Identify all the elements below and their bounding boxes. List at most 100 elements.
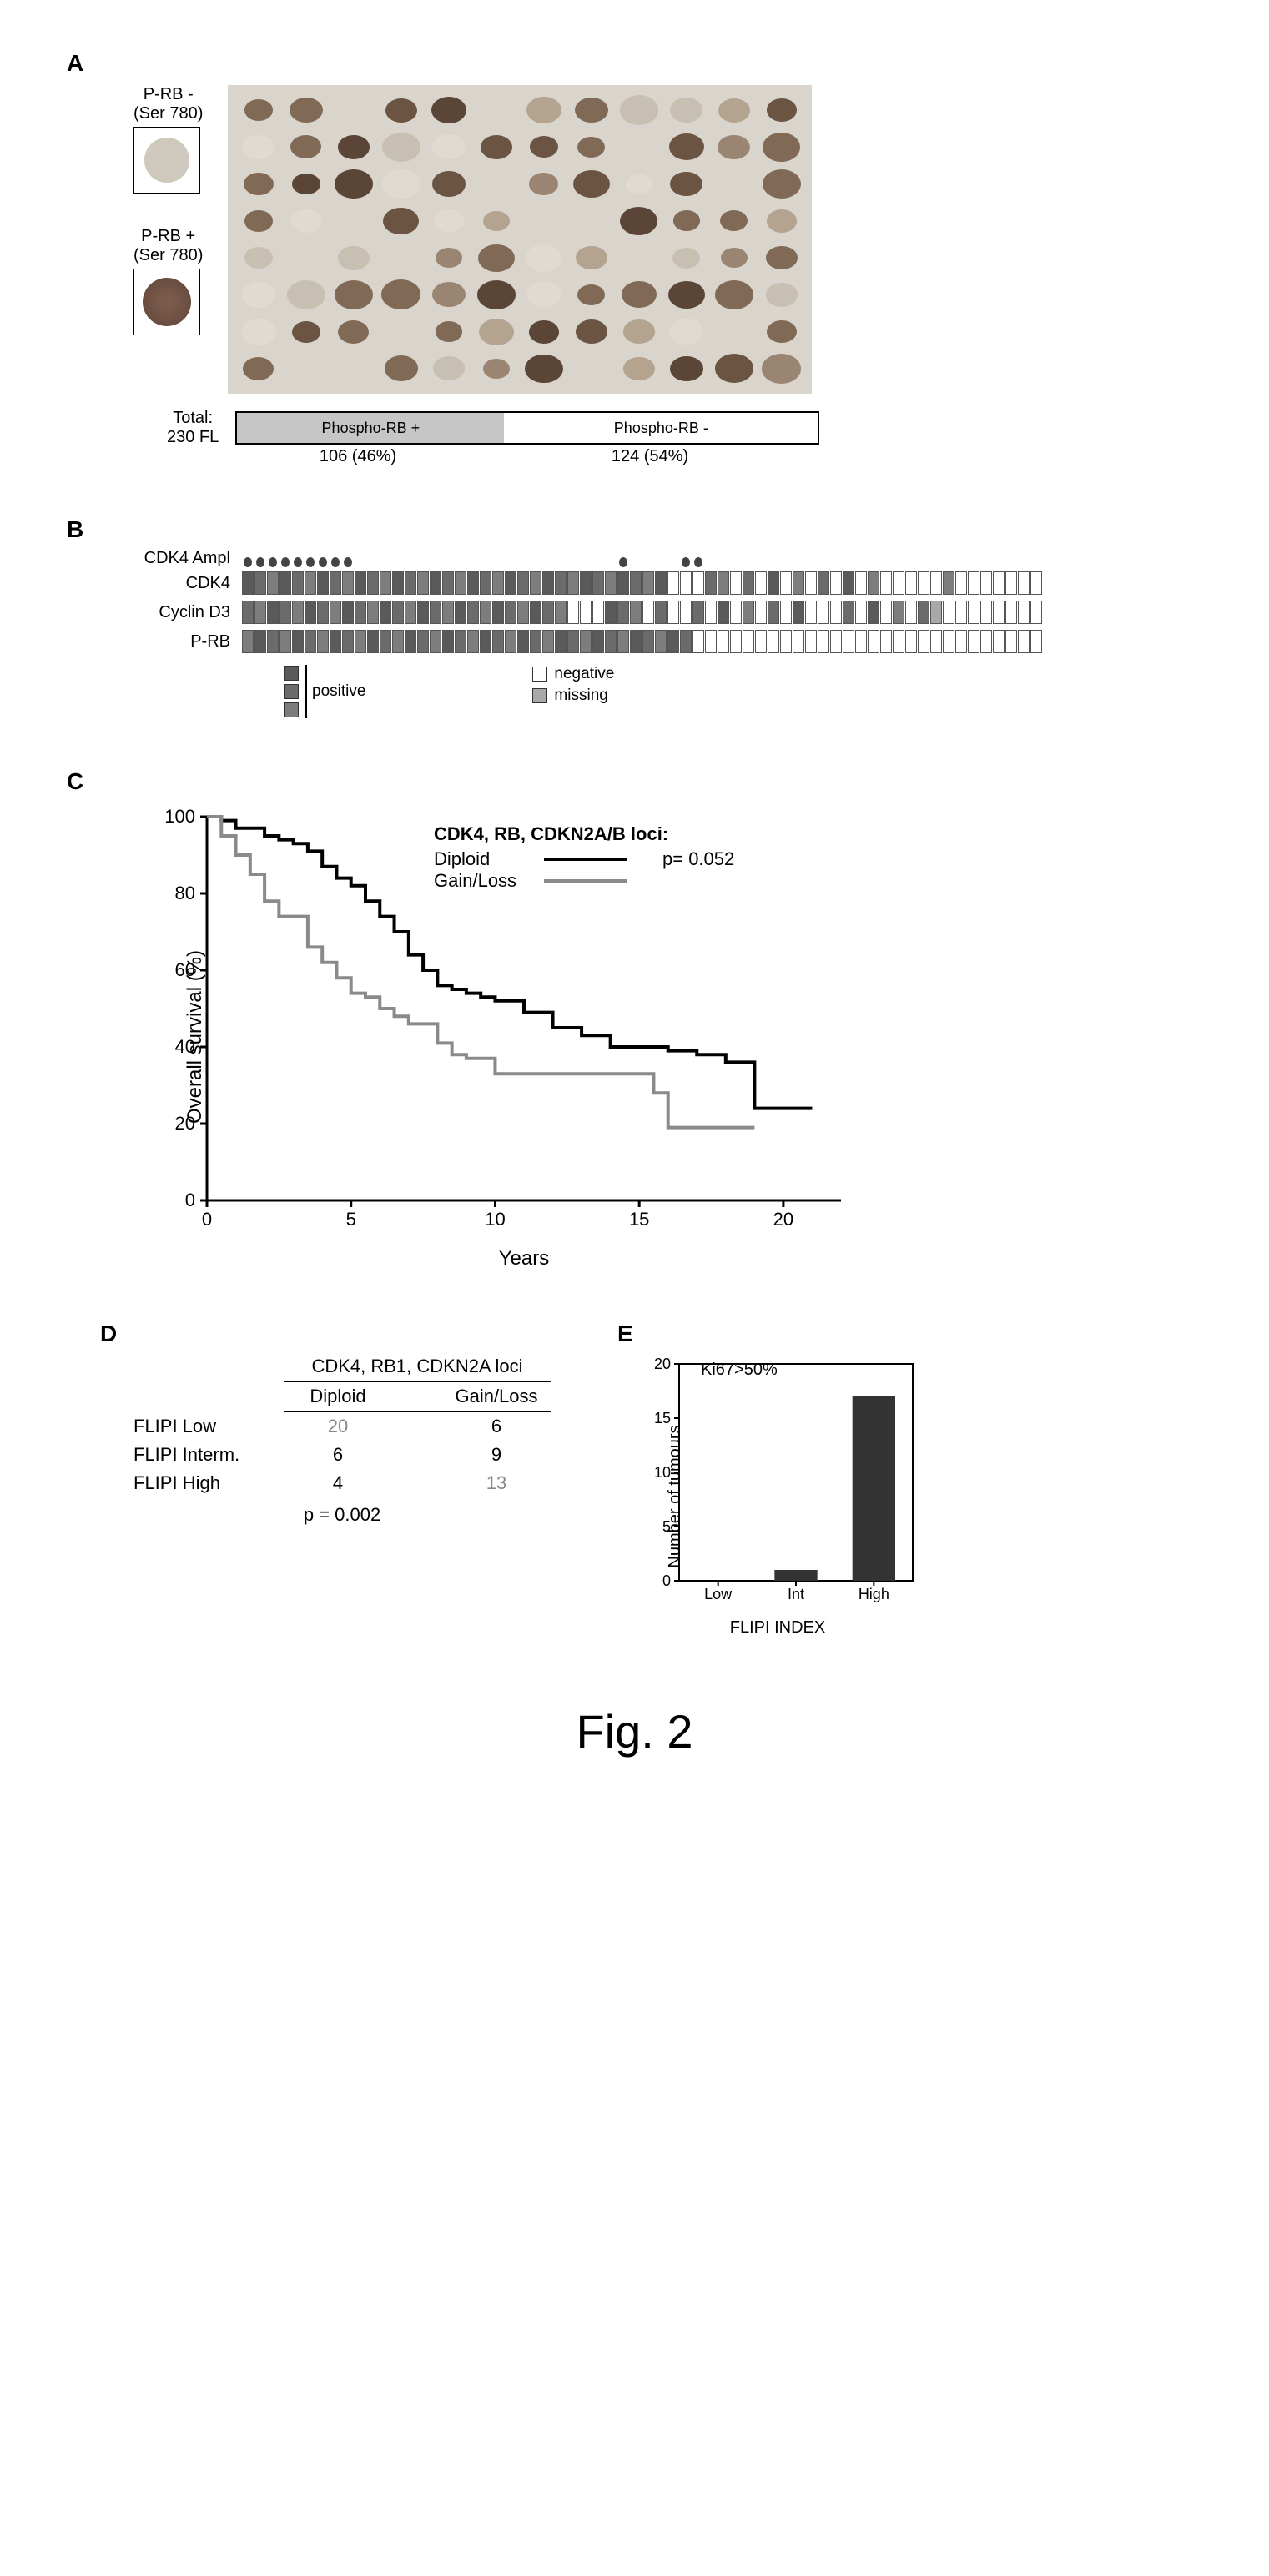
tma-dot: [766, 246, 798, 270]
heatmap: CDK4 AmplCDK4Cyclin D3P-RB: [133, 551, 1202, 655]
heatmap-cell: [442, 630, 454, 653]
heatmap-cell: [743, 601, 754, 624]
tma-dot: [767, 320, 797, 343]
tma-dot: [433, 356, 465, 380]
tma-dot: [335, 169, 372, 199]
tma-dot: [478, 244, 515, 272]
positive-swatch: [284, 684, 299, 699]
amp-dot: [918, 556, 929, 568]
svg-text:0: 0: [202, 1209, 212, 1230]
tma-dot: [575, 98, 608, 123]
km-xlabel: Years: [207, 1247, 841, 1270]
amp-dot: [793, 556, 804, 568]
heatmap-cell: [530, 601, 541, 624]
heatmap-cell: [592, 571, 604, 595]
amp-dot: [655, 556, 667, 568]
heatmap-cell: [1018, 630, 1030, 653]
tma-dot: [577, 284, 605, 305]
tma-dot: [762, 354, 801, 384]
amp-dot: [355, 556, 366, 568]
heatmap-cell: [305, 601, 316, 624]
amp-dot: [254, 556, 266, 568]
heatmap-cell: [1030, 571, 1042, 595]
bar-xlabel: FLIPI INDEX: [634, 1618, 921, 1638]
amp-dot: [542, 556, 554, 568]
heatmap-cell: [505, 601, 516, 624]
heatmap-cell: [580, 601, 592, 624]
amp-dot: [1005, 556, 1017, 568]
tma-dot: [763, 169, 801, 199]
tma-dot: [767, 98, 797, 122]
heatmap-cell: [542, 630, 554, 653]
amp-dot: [667, 556, 679, 568]
heatmap-cell: [1018, 571, 1030, 595]
tma-dot: [244, 173, 274, 195]
tma-dot: [673, 210, 701, 231]
svg-text:High: High: [859, 1586, 889, 1602]
table-row: FLIPI Low206: [133, 1412, 551, 1441]
heatmap-cell: [718, 601, 729, 624]
col-gainloss: Gain/Loss: [442, 1386, 551, 1407]
heatmap-cell: [743, 571, 754, 595]
heatmap-cell: [430, 630, 441, 653]
tma-dot: [763, 133, 800, 161]
amp-dot: [530, 556, 541, 568]
heatmap-cell: [405, 630, 416, 653]
amp-dot: [743, 556, 754, 568]
amp-dot: [830, 556, 842, 568]
heatmap-cell: [1030, 601, 1042, 624]
heatmap-cell: [655, 630, 667, 653]
tma-dot: [244, 247, 273, 269]
heatmap-cell: [605, 601, 617, 624]
heatmap-cell: [342, 630, 354, 653]
heatmap-cell: [317, 630, 329, 653]
heatmap-cell: [455, 630, 466, 653]
panel-de-row: D CDK4, RB1, CDKN2A loci Diploid Gain/Lo…: [100, 1321, 1202, 1638]
heatmap-cell: [542, 571, 554, 595]
amp-dot: [267, 556, 279, 568]
heatmap-cell: [705, 601, 717, 624]
prb-samples: P-RB - (Ser 780) P-RB + (Ser 780): [133, 85, 203, 335]
heatmap-cell: [855, 630, 867, 653]
tma-dot: [432, 171, 466, 197]
amp-dot: [279, 556, 291, 568]
amp-dot: [1018, 556, 1030, 568]
amp-dot: [405, 556, 416, 568]
heatmap-cell: [392, 601, 404, 624]
heatmap-cell: [355, 630, 366, 653]
tma-dot: [338, 246, 370, 270]
heatmap-cell: [279, 571, 291, 595]
tma-dot: [620, 207, 657, 235]
tma-dot: [720, 210, 748, 231]
heatmap-cell: [718, 630, 729, 653]
heatmap-row-label: Cyclin D3: [133, 603, 242, 622]
amp-dot: [868, 556, 879, 568]
heatmap-cell: [592, 630, 604, 653]
heatmap-cell: [505, 571, 516, 595]
amp-dot: [980, 556, 992, 568]
tma-dot: [521, 204, 566, 238]
table-head: Diploid Gain/Loss: [133, 1386, 551, 1412]
heatmap-cell: [555, 601, 567, 624]
bar-chart: Number of tumours Ki67>50% 05101520LowIn…: [634, 1356, 921, 1638]
amp-dot: [505, 556, 516, 568]
tma-dot: [434, 209, 463, 232]
heatmap-cell: [305, 571, 316, 595]
tma-dot: [381, 279, 420, 309]
total-label: Total: 230 FL: [167, 409, 219, 447]
heatmap-cell: [843, 601, 854, 624]
heatmap-cell: [330, 601, 341, 624]
heatmap-cell: [905, 630, 917, 653]
amp-dot: [905, 556, 917, 568]
tma-dot: [715, 280, 753, 309]
panel-d: D CDK4, RB1, CDKN2A loci Diploid Gain/Lo…: [100, 1321, 551, 1526]
heatmap-cell: [605, 630, 617, 653]
tma-dot: [474, 168, 518, 201]
amp-dot: [242, 556, 254, 568]
heatmap-cell: [805, 571, 817, 595]
heatmap-cell: [455, 601, 466, 624]
heatmap-cell: [267, 601, 279, 624]
table-row: FLIPI Interm.69: [133, 1441, 551, 1469]
tma-dot: [530, 136, 558, 158]
tma-dot: [573, 170, 610, 198]
